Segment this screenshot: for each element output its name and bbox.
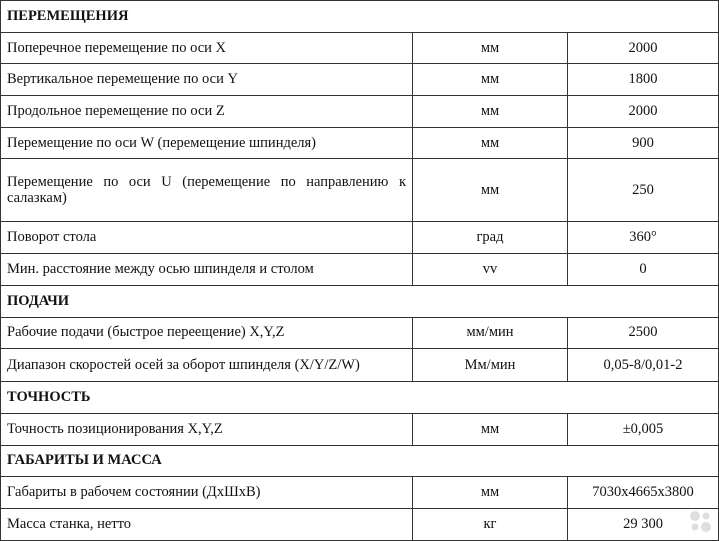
param-value: 29 300 [566, 507, 719, 541]
param-unit: мм [412, 412, 568, 446]
param-value: 0,05-8/0,01-2 [566, 348, 719, 383]
table-row: Точность позиционирования X,Y,Z мм ±0,005 [0, 412, 719, 446]
param-value: 0 [566, 253, 719, 286]
param-name: Диапазон скоростей осей за оборот шпинде… [0, 348, 413, 383]
param-unit: мм/мин [412, 316, 568, 350]
section-header-row: ПОДАЧИ [0, 284, 719, 318]
table-row: Диапазон скоростей осей за оборот шпинде… [0, 348, 719, 383]
param-value: 7030x4665x3800 [566, 476, 719, 509]
param-name: Рабочие подачи (быстрое переещение) X,Y,… [0, 316, 413, 350]
table-row: Рабочие подачи (быстрое переещение) X,Y,… [0, 316, 719, 350]
table-row: Масса станка, нетто кг 29 300 [0, 507, 719, 541]
section-header-row: ПЕРЕМЕЩЕНИЯ [0, 0, 719, 33]
param-name: Поворот стола [0, 221, 413, 255]
param-value: ±0,005 [566, 412, 719, 446]
param-name: Поперечное перемещение по оси X [0, 31, 413, 65]
param-name: Вертикальное перемещение по оси Y [0, 63, 413, 97]
param-name: Мин. расстояние между осью шпинделя и ст… [0, 253, 413, 286]
param-value: 250 [566, 158, 719, 223]
param-value: 2000 [566, 31, 719, 65]
param-value: 2000 [566, 95, 719, 128]
section-title: ГАБАРИТЫ И МАССА [0, 444, 719, 478]
param-value: 1800 [566, 63, 719, 97]
table-row: Габариты в рабочем состоянии (ДхШхВ) мм 70… [0, 476, 719, 509]
param-unit: мм [412, 158, 568, 223]
param-unit: мм [412, 95, 568, 128]
param-unit: град [412, 221, 568, 255]
section-title: ТОЧНОСТЬ [0, 381, 719, 414]
param-name: Масса станка, нетто [0, 507, 413, 541]
param-value: 360° [566, 221, 719, 255]
table-row: Поворот стола град 360° [0, 221, 719, 255]
section-title: ПОДАЧИ [0, 284, 719, 318]
section-header-row: ТОЧНОСТЬ [0, 381, 719, 414]
param-unit: vv [412, 253, 568, 286]
table-row: Перемещение по оси W (перемещение шпинде… [0, 126, 719, 160]
param-value: 2500 [566, 316, 719, 350]
param-unit: мм [412, 31, 568, 65]
param-name: Габариты в рабочем состоянии (ДхШхВ) [0, 476, 413, 509]
section-title: ПЕРЕМЕЩЕНИЯ [0, 0, 719, 33]
param-unit: кг [412, 507, 568, 541]
param-unit: мм [412, 476, 568, 509]
param-unit: Мм/мин [412, 348, 568, 383]
section-header-row: ГАБАРИТЫ И МАССА [0, 444, 719, 478]
param-name: Точность позиционирования X,Y,Z [0, 412, 413, 446]
param-unit: мм [412, 126, 568, 160]
param-name: Перемещение по оси U (перемещение по нап… [0, 158, 413, 223]
param-unit: мм [412, 63, 568, 97]
table-row: Мин. расстояние между осью шпинделя и ст… [0, 253, 719, 286]
table-row: Перемещение по оси U (перемещение по нап… [0, 158, 719, 223]
param-name: Перемещение по оси W (перемещение шпинде… [0, 126, 413, 160]
param-value: 900 [566, 126, 719, 160]
param-name: Продольное перемещение по оси Z [0, 95, 413, 128]
